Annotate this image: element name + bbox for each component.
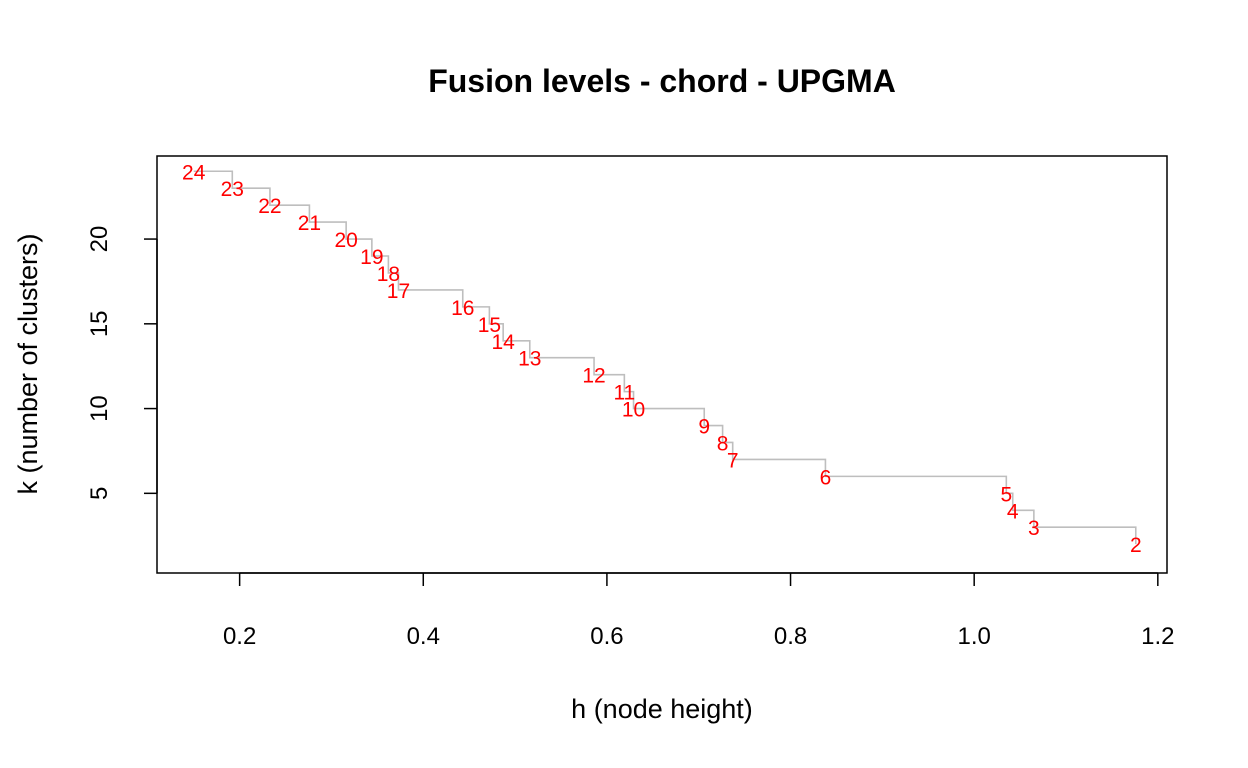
cluster-count-label: 8 [717, 432, 729, 455]
cluster-count-label: 9 [698, 416, 710, 439]
cluster-count-label: 10 [622, 399, 645, 422]
x-axis: 0.2 0.4 0.6 0.8 1.0 1.2 [223, 572, 1175, 650]
cluster-count-label: 14 [491, 331, 515, 354]
cluster-count-label: 2 [1130, 534, 1142, 557]
x-axis-label: h (node height) [571, 694, 753, 724]
cluster-count-label: 15 [478, 314, 501, 337]
x-tick-label: 1.0 [957, 623, 990, 650]
y-tick-label: 5 [86, 487, 113, 500]
x-tick-label: 0.2 [223, 623, 256, 650]
cluster-count-label: 24 [182, 161, 206, 184]
x-tick-label: 0.4 [407, 623, 440, 650]
y-axis: 5 10 15 20 [86, 226, 158, 500]
y-axis-label: k (number of clusters) [13, 233, 43, 494]
cluster-count-label: 3 [1028, 517, 1040, 540]
cluster-count-label: 23 [221, 178, 244, 201]
cluster-count-label: 17 [387, 280, 410, 303]
cluster-count-label: 19 [360, 246, 383, 269]
cluster-count-label: 5 [1000, 483, 1012, 506]
cluster-count-label: 16 [451, 297, 474, 320]
y-tick-label: 15 [86, 310, 113, 337]
chart-title: Fusion levels - chord - UPGMA [428, 63, 896, 99]
cluster-count-label: 6 [820, 466, 832, 489]
cluster-count-label: 12 [582, 365, 605, 388]
fusion-step-path [193, 170, 1137, 545]
cluster-count-label: 13 [518, 348, 541, 371]
x-tick-label: 0.8 [774, 623, 807, 650]
cluster-count-label: 18 [377, 263, 400, 286]
cluster-count-label: 11 [613, 382, 635, 405]
fusion-step-line [193, 170, 1137, 545]
cluster-count-label: 20 [334, 229, 357, 252]
x-tick-label: 0.6 [590, 623, 623, 650]
x-tick-label: 1.2 [1141, 623, 1174, 650]
y-tick-label: 20 [86, 226, 113, 253]
cluster-count-label: 4 [1007, 500, 1019, 523]
cluster-count-label: 22 [258, 195, 281, 218]
y-tick-label: 10 [86, 395, 113, 422]
cluster-count-label: 21 [298, 212, 321, 235]
cluster-count-label: 7 [727, 449, 739, 472]
